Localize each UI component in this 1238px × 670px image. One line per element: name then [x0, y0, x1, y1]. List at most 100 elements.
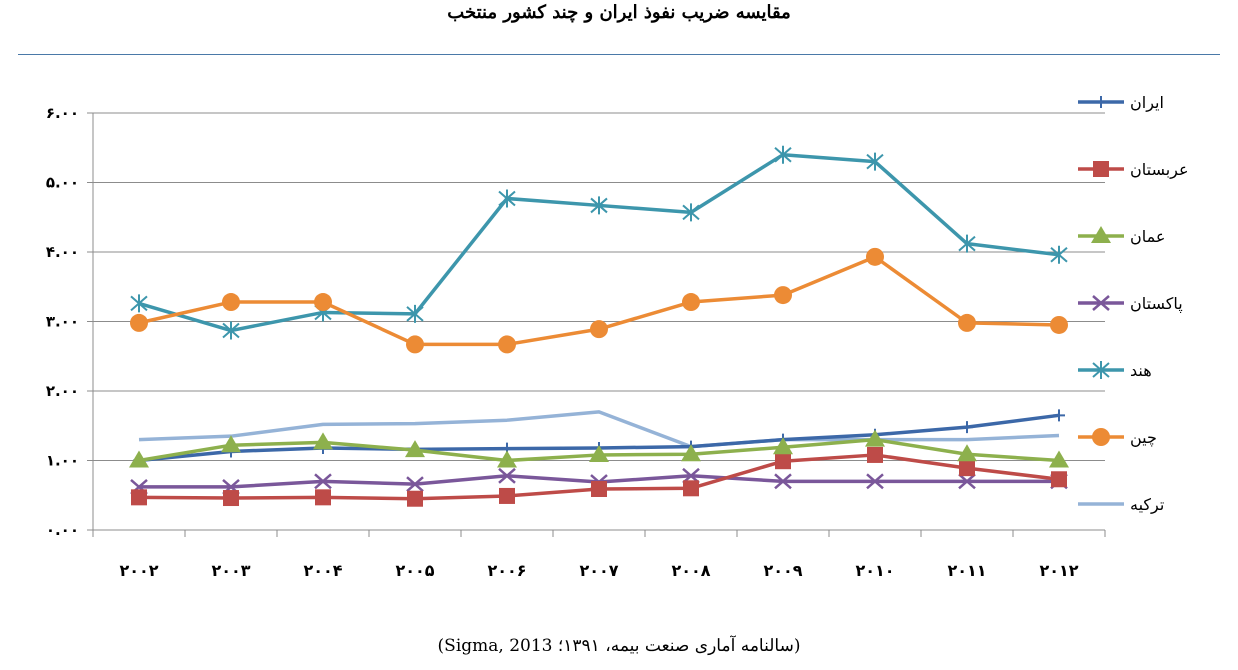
data-point [866, 152, 884, 171]
legend-item: ترکیه [1078, 495, 1164, 515]
data-point [589, 444, 609, 462]
chart-title: مقایسه ضریب نفوذ ایران و چند کشور منتخب [447, 2, 791, 23]
y-tick-label: ۰.۰۰ [46, 521, 79, 539]
data-point [590, 320, 608, 339]
data-point [1053, 409, 1065, 422]
data-point [498, 189, 516, 208]
legend-marker [1095, 96, 1107, 108]
data-point [498, 467, 516, 484]
legend-label: ایران [1130, 93, 1164, 113]
y-tick-label: ۶.۰۰ [46, 104, 79, 122]
data-point [130, 313, 148, 332]
series-line [138, 410, 1060, 449]
y-tick-label: ۲.۰۰ [46, 382, 79, 400]
axes [87, 112, 1106, 537]
data-point [866, 247, 884, 266]
legend-item: ایران [1078, 93, 1164, 113]
x-axis-ticks: ۲۰۰۲ ۲۰۰۳ ۲۰۰۴ ۲۰۰۵ ۲۰۰۶ ۲۰۰۷ ۲۰۰۸ ۲۰۰۹ ۲۰۱۰ ۲۰۱۱… [119, 561, 1078, 580]
legend-marker [1092, 428, 1110, 446]
data-point [406, 476, 424, 493]
data-point [498, 335, 516, 354]
legend-label: چین [1130, 428, 1157, 448]
data-point [223, 490, 239, 507]
legend-item: پاکستان [1078, 294, 1183, 314]
data-point [1051, 471, 1067, 488]
data-point [774, 145, 792, 164]
gridlines [93, 112, 1105, 461]
data-point [222, 293, 240, 312]
series-lines [129, 145, 1069, 507]
data-point [1050, 245, 1068, 264]
data-point [314, 473, 332, 490]
data-point [497, 450, 517, 468]
data-point [313, 432, 333, 450]
x-tick-label: ۲۰۱۰ [855, 561, 894, 580]
data-point [775, 453, 791, 470]
legend-label: عربستان [1130, 160, 1189, 180]
data-point [957, 444, 977, 462]
data-point [499, 487, 515, 504]
legend-label: پاکستان [1130, 294, 1183, 314]
series-1 [131, 446, 1067, 507]
x-tick-label: ۲۰۰۹ [763, 561, 802, 580]
legend-item: هند [1078, 361, 1152, 380]
legend-marker [1091, 226, 1111, 243]
data-point [865, 429, 885, 447]
data-point [773, 437, 793, 455]
y-tick-label: ۱.۰۰ [46, 452, 79, 470]
data-point [130, 294, 148, 313]
data-point [867, 446, 883, 463]
data-point [222, 321, 240, 340]
data-point [129, 450, 149, 468]
legend-item: عربستان [1078, 160, 1189, 180]
x-tick-label: ۲۰۰۵ [395, 561, 434, 580]
legend-marker [1092, 361, 1110, 379]
x-tick-label: ۲۰۱۲ [1039, 561, 1078, 580]
data-point [590, 196, 608, 215]
legend-marker [1093, 161, 1109, 177]
y-axis-ticks: ۰.۰۰ ۱.۰۰ ۲.۰۰ ۳.۰۰ ۴.۰۰ ۵.۰۰ ۶.۰۰ [46, 104, 79, 539]
data-point [774, 473, 792, 490]
legend-label: عمان [1130, 227, 1165, 246]
data-point [221, 435, 241, 453]
data-point [315, 489, 331, 506]
legend: ایران عربستان عمان پاکستان هند چین ترکیه [1078, 93, 1189, 515]
x-tick-label: ۲۰۱۱ [947, 561, 986, 580]
x-tick-label: ۲۰۰۴ [303, 561, 342, 580]
data-point [406, 304, 424, 323]
series-5 [130, 247, 1068, 354]
series-line [138, 152, 1060, 333]
legend-marker [1092, 295, 1110, 311]
data-point [405, 440, 425, 458]
data-point [1049, 450, 1069, 468]
x-tick-label: ۲۰۰۶ [487, 561, 526, 580]
data-point [958, 473, 976, 490]
series-6 [138, 410, 1060, 449]
data-point [682, 203, 700, 222]
y-tick-label: ۵.۰۰ [46, 174, 79, 192]
data-point [681, 444, 701, 462]
legend-item: چین [1078, 428, 1157, 448]
data-point [774, 286, 792, 305]
data-point [407, 490, 423, 507]
x-tick-label: ۲۰۰۸ [671, 561, 710, 580]
data-point [406, 335, 424, 354]
y-tick-label: ۴.۰۰ [46, 243, 79, 261]
y-tick-label: ۳.۰۰ [46, 313, 79, 331]
data-point [131, 489, 147, 506]
data-point [959, 460, 975, 477]
series-2 [129, 429, 1069, 468]
title-divider [18, 54, 1220, 55]
data-point [591, 480, 607, 497]
series-4 [130, 145, 1068, 340]
data-point [958, 313, 976, 332]
x-tick-label: ۲۰۰۲ [119, 561, 158, 580]
legend-item: عمان [1078, 226, 1165, 246]
data-point [961, 421, 973, 434]
data-point [866, 473, 884, 490]
source-note: (سالنامه آماری صنعت بیمه، ۱۳۹۱؛ Sigma, 2… [437, 636, 801, 656]
data-point [314, 293, 332, 312]
data-point [1050, 315, 1068, 334]
legend-label: هند [1130, 361, 1152, 380]
